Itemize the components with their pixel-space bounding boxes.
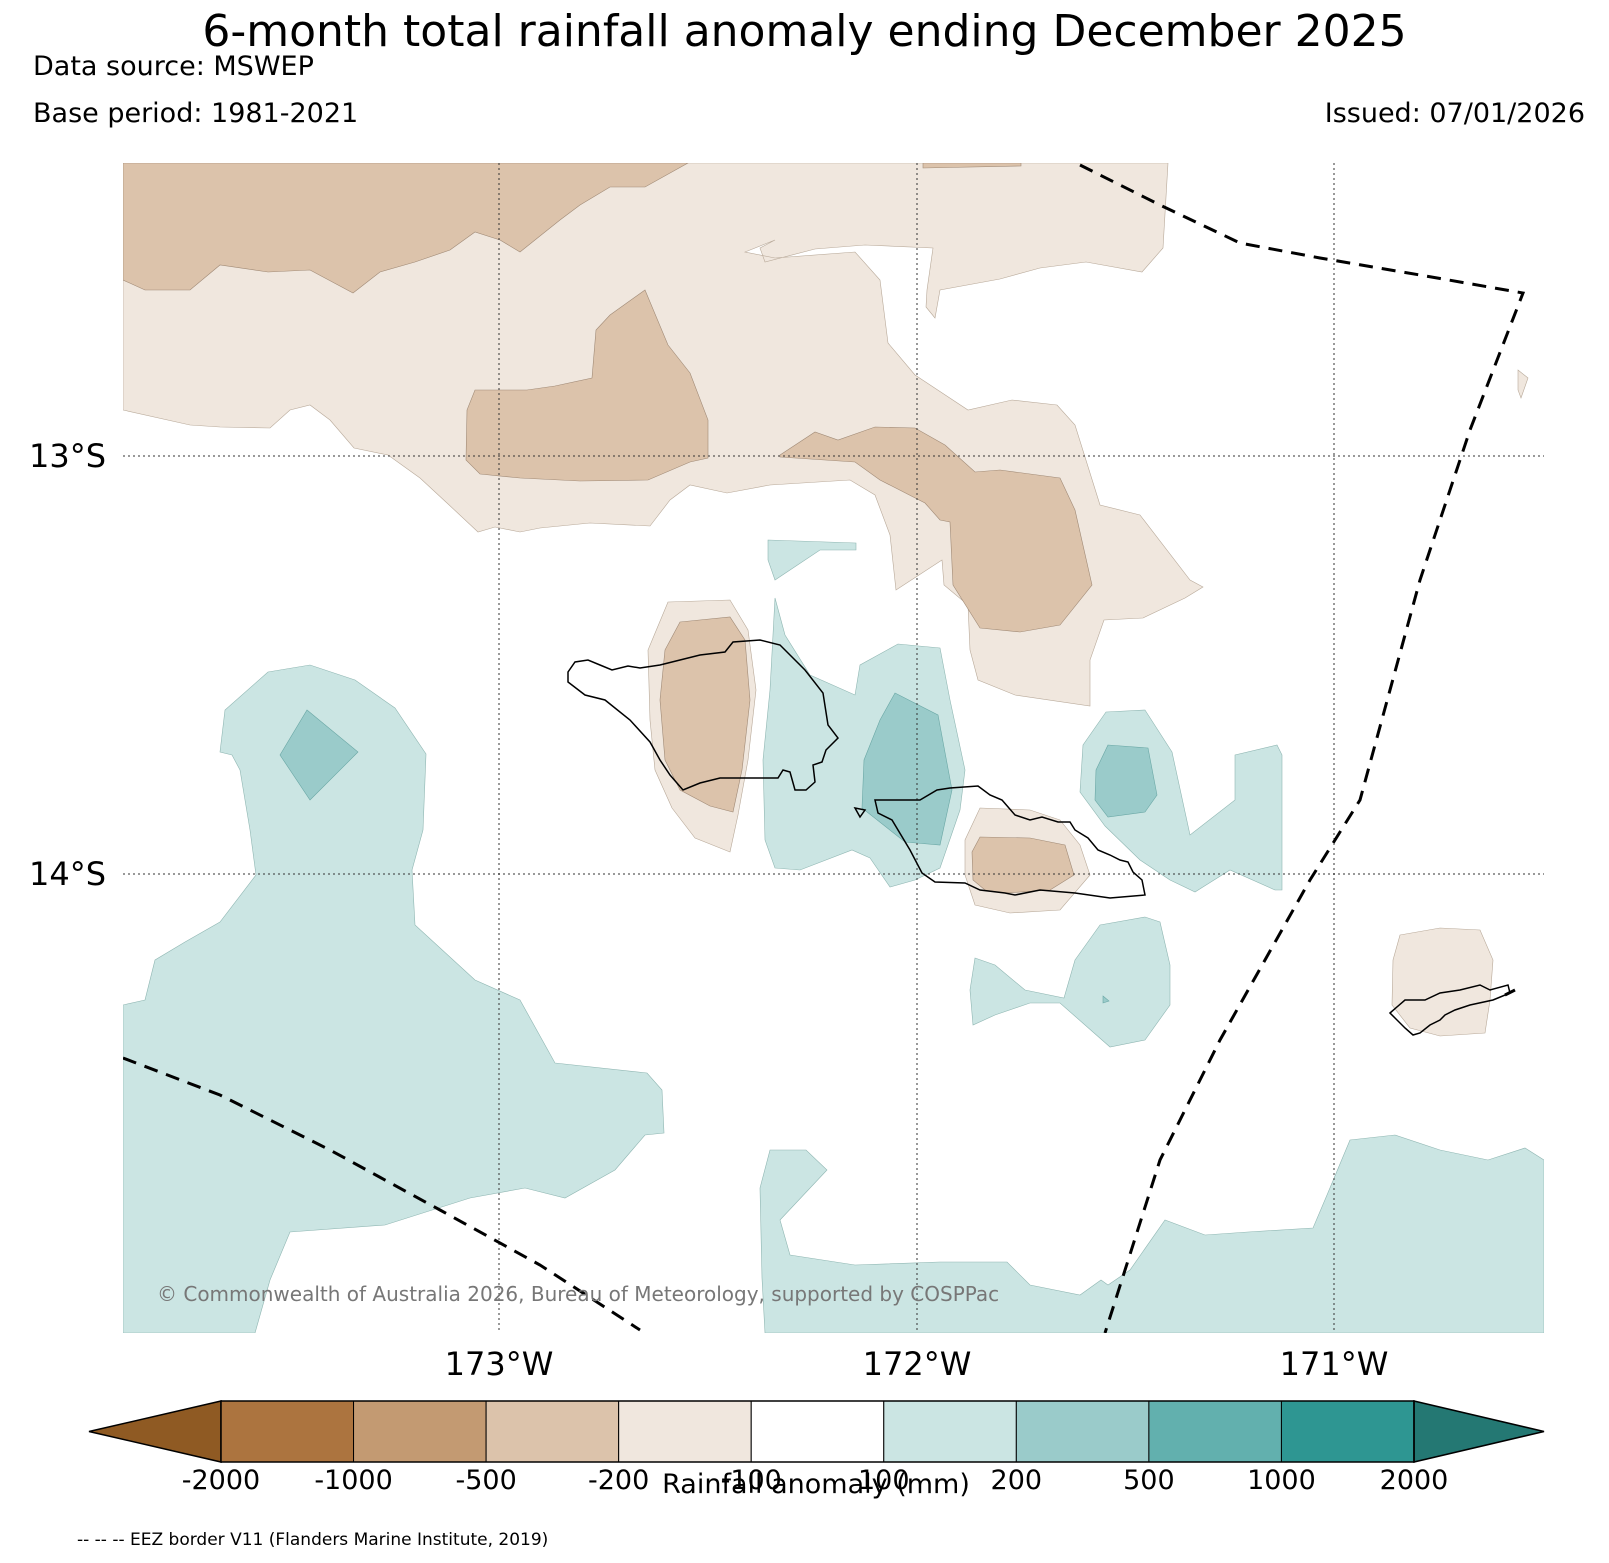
coastline-upolu-islet: [853, 806, 867, 819]
wet-light-region-south-pair: [969, 916, 1171, 1048]
colorbar-swatch: [353, 1400, 487, 1463]
colorbar-swatch: [485, 1400, 620, 1463]
issued-date-label: Issued: 07/01/2026: [1324, 98, 1585, 129]
colorbar-tick-label: -2000: [182, 1465, 260, 1496]
colorbar-extend-high: [1413, 1400, 1545, 1463]
dry-medium-region-south-upolu: [971, 836, 1075, 894]
lat-label-14s: 14°S: [29, 855, 106, 893]
coastline-tutuila: [1388, 984, 1511, 1036]
colorbar-tick-label: 500: [1123, 1465, 1175, 1496]
colorbar-tick-label: -500: [455, 1465, 516, 1496]
colorbar-tick-label: -100: [721, 1465, 782, 1496]
coastline-upolu: [874, 785, 1146, 899]
colorbar-tick-label: 1000: [1247, 1465, 1316, 1496]
colorbar-tick-label: 200: [991, 1465, 1043, 1496]
wet-light-region-southwest: [123, 664, 665, 1333]
copyright-notice: © Commonwealth of Australia 2026, Bureau…: [157, 1282, 999, 1306]
colorbar-swatch: [1015, 1400, 1150, 1463]
wet-medium-region-east: [1094, 744, 1158, 818]
colorbar-swatch: [618, 1400, 752, 1463]
colorbar-title: Rainfall anomaly (mm): [662, 1469, 970, 1500]
anomaly-dry-medium-layer: [123, 163, 1093, 894]
colorbar-swatch: [750, 1400, 885, 1463]
colorbar-swatch: [1148, 1400, 1282, 1463]
map-area: © Commonwealth of Australia 2026, Bureau…: [123, 163, 1544, 1333]
colorbar-swatch: [220, 1400, 355, 1463]
wet-light-region-south-center: [759, 1134, 1544, 1333]
dry-medium-region-east-block: [779, 426, 1093, 633]
wet-light-region-north-sliver: [767, 539, 857, 581]
dry-medium-region-north-band: [123, 163, 689, 294]
eez-border-east-stub: [1504, 988, 1516, 997]
base-period-label: Base period: 1981-2021: [33, 98, 359, 129]
colorbar-tick-label: 100: [858, 1465, 910, 1496]
colorbar-swatch: [1280, 1400, 1415, 1463]
colorbar-tick-label: 2000: [1380, 1465, 1449, 1496]
dry-light-region-east: [1391, 927, 1494, 1037]
data-source-label: Data source: MSWEP: [33, 51, 314, 82]
lon-label-171w: 171°W: [1280, 1345, 1389, 1383]
coastlines: [567, 639, 1511, 1036]
eez-border-note: -- -- -- EEZ border V11 (Flanders Marine…: [77, 1530, 549, 1550]
eez-border-north-east: [1079, 163, 1526, 1333]
colorbar-swatch: [883, 1400, 1017, 1463]
lat-label-13s: 13°S: [29, 437, 106, 475]
dry-medium-region-northeast-strip: [922, 163, 1022, 169]
dry-medium-region-central-block: [465, 289, 709, 482]
colorbar-extend-low: [88, 1400, 222, 1463]
colorbar-tick-label: -200: [588, 1465, 649, 1496]
colorbar-tick-label: -1000: [314, 1465, 392, 1496]
anomaly-wet-medium-layer: [279, 692, 1158, 1004]
coastline-savaii: [567, 639, 839, 791]
dry-light-region-far-east: [1517, 369, 1529, 399]
lon-label-172w: 172°W: [863, 1345, 972, 1383]
colorbar: -2000 -1000 -500 -200 -100 100 200 500 1000 2000: [88, 1400, 1545, 1496]
wet-medium-region-tiny: [1102, 995, 1110, 1004]
eez-border-south-west: [123, 1056, 641, 1332]
lon-label-173w: 173°W: [445, 1345, 554, 1383]
map-title: 6-month total rainfall anomaly ending De…: [202, 6, 1407, 57]
colorbar-frame: [220, 1400, 1415, 1463]
dry-medium-region-west-island: [659, 616, 751, 813]
graticule: [123, 163, 1544, 1333]
eez-borders: [123, 163, 1526, 1333]
wet-medium-region-west-diamond: [279, 709, 359, 801]
